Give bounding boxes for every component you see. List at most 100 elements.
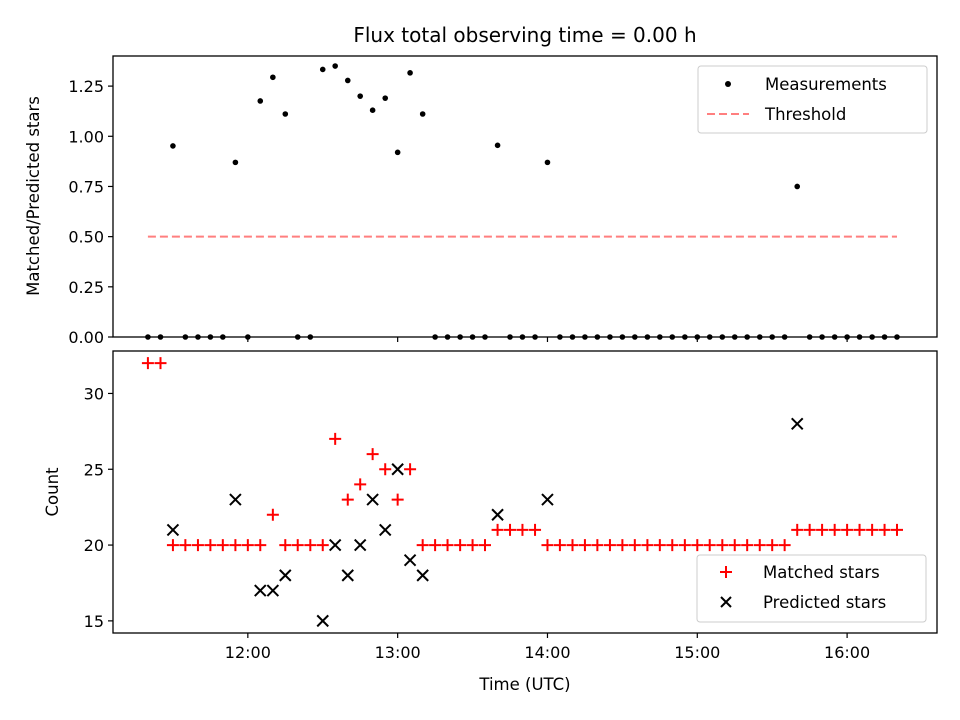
predicted-star-point xyxy=(341,569,354,582)
top-axes-frame xyxy=(112,55,938,338)
matched-star-point xyxy=(166,539,179,552)
legend-predicted-label: Predicted stars xyxy=(763,593,886,612)
measurement-point xyxy=(382,95,389,101)
matched-star-point xyxy=(628,539,641,552)
matched-star-point xyxy=(516,523,529,536)
predicted-star-point xyxy=(353,538,367,552)
predicted-star-point xyxy=(266,584,280,597)
predicted-star-point xyxy=(328,538,342,552)
bottom-xtick-label: 14:00 xyxy=(524,643,570,662)
matched-star-point xyxy=(441,539,454,552)
matched-star-point xyxy=(816,523,829,536)
predicted-star-point xyxy=(229,493,242,506)
matched-star-point xyxy=(279,539,292,552)
matched-star-point xyxy=(641,539,654,552)
matched-star-point xyxy=(691,539,704,552)
top-panel: Flux total observing time = 0.00 h 0.00 0… xyxy=(24,23,938,347)
matched-star-point xyxy=(866,523,879,536)
matched-star-point xyxy=(803,523,816,536)
predicted-star-point xyxy=(491,508,504,521)
top-ytick-label: 0.75 xyxy=(68,177,104,196)
bottom-xtick-label: 12:00 xyxy=(225,643,271,662)
matched-star-point xyxy=(391,493,404,506)
top-ytick-label: 0.50 xyxy=(68,228,104,247)
measurement-point xyxy=(357,93,364,99)
matched-star-point xyxy=(154,357,167,370)
measurement-point xyxy=(544,159,551,166)
predicted-star-point xyxy=(366,493,379,506)
matched-star-point xyxy=(141,357,154,370)
top-ytick-label: 0.00 xyxy=(68,328,104,347)
predicted-star-point xyxy=(416,569,429,582)
predicted-star-point xyxy=(316,614,329,628)
matched-star-point xyxy=(890,523,903,536)
measurement-point xyxy=(232,159,239,166)
bottom-ytick-label: 30 xyxy=(84,384,104,403)
predicted-star-point xyxy=(379,523,392,537)
matched-star-point xyxy=(529,523,542,536)
matched-star-point xyxy=(603,539,616,552)
matched-star-point xyxy=(304,539,317,552)
predicted-star-point xyxy=(166,523,180,537)
measurement-point xyxy=(419,111,426,117)
matched-star-point xyxy=(541,539,554,552)
legend-threshold-label: Threshold xyxy=(764,105,846,124)
x-axis-label: Time (UTC) xyxy=(478,675,570,694)
chart-title: Flux total observing time = 0.00 h xyxy=(353,23,696,47)
matched-star-point xyxy=(229,539,242,552)
matched-star-point xyxy=(204,539,217,552)
bottom-y-axis-label: Count xyxy=(43,467,62,517)
matched-star-point xyxy=(878,523,891,536)
matched-star-point xyxy=(341,493,354,506)
measurement-point xyxy=(319,66,326,73)
matched-star-point xyxy=(466,539,479,552)
matched-star-point xyxy=(553,539,566,552)
bottom-legend-box xyxy=(696,554,927,623)
matched-star-point xyxy=(478,539,491,552)
matched-star-point xyxy=(504,523,517,536)
measurement-point xyxy=(794,183,801,190)
measurement-point xyxy=(257,98,264,104)
bottom-xtick-label: 13:00 xyxy=(375,643,421,662)
measurement-point xyxy=(394,149,401,156)
predicted-star-point xyxy=(403,554,417,567)
legend-measurements-marker xyxy=(725,81,731,87)
top-ytick-label: 1.00 xyxy=(68,127,104,146)
matched-star-point xyxy=(379,463,392,476)
measurement-point xyxy=(369,107,376,113)
matched-star-point xyxy=(666,539,679,552)
bottom-axes-frame xyxy=(112,350,938,634)
matched-star-point xyxy=(578,539,591,552)
measurement-point xyxy=(332,63,338,69)
bottom-ytick-label: 20 xyxy=(84,536,104,555)
top-y-axis-label: Matched/Predicted stars xyxy=(24,96,43,296)
matched-star-point xyxy=(828,523,841,536)
matched-star-point xyxy=(354,478,367,491)
bottom-legend: Matched stars Predicted stars xyxy=(696,554,927,623)
matched-star-point xyxy=(266,508,279,521)
matched-star-point xyxy=(254,539,267,552)
matched-star-point xyxy=(316,539,329,552)
matched-star-point xyxy=(179,539,192,552)
predicted-star-point xyxy=(391,463,404,476)
matched-star-point xyxy=(429,539,442,552)
measurement-point xyxy=(407,70,413,76)
top-legend-box xyxy=(697,65,928,134)
matched-star-point xyxy=(853,523,866,536)
matched-star-point xyxy=(678,539,691,552)
matched-star-point xyxy=(616,539,629,552)
matched-star-point xyxy=(841,523,854,536)
top-ytick-label: 1.25 xyxy=(68,77,104,96)
legend-matched-marker xyxy=(720,566,732,578)
matched-star-point xyxy=(241,539,254,552)
matched-star-point xyxy=(329,432,342,445)
legend-matched-label: Matched stars xyxy=(763,563,880,582)
measurement-point xyxy=(282,111,289,117)
matched-star-point xyxy=(728,539,741,552)
bottom-ytick-label: 25 xyxy=(84,460,104,479)
matched-star-point xyxy=(753,539,766,552)
predicted-star-point xyxy=(254,584,267,597)
matched-star-point xyxy=(653,539,666,552)
legend-predicted-marker xyxy=(720,596,732,608)
